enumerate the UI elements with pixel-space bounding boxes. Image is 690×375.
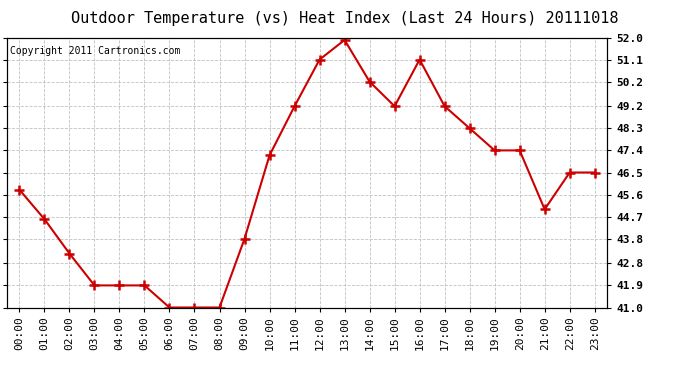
Text: Outdoor Temperature (vs) Heat Index (Last 24 Hours) 20111018: Outdoor Temperature (vs) Heat Index (Las… bbox=[71, 11, 619, 26]
Text: Copyright 2011 Cartronics.com: Copyright 2011 Cartronics.com bbox=[10, 46, 180, 56]
